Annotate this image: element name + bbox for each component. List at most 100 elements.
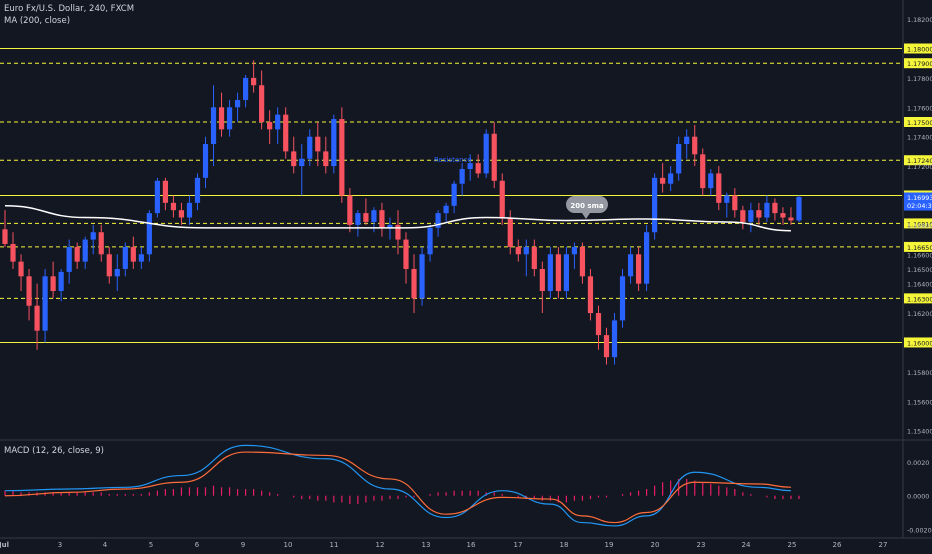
candle-body <box>194 177 201 203</box>
candle-body <box>419 254 425 299</box>
annotations: Resistance 200 sma <box>434 156 608 219</box>
sma-200-line <box>4 205 791 232</box>
price-tick-label: 1.16600 <box>907 251 932 259</box>
candle-body <box>660 177 666 184</box>
candle-body <box>275 114 281 130</box>
candle-body <box>451 183 457 206</box>
candle-body <box>202 144 209 178</box>
last-price-badge <box>904 192 932 211</box>
candlestick-series <box>2 60 802 365</box>
candle-body <box>186 202 193 218</box>
candle-body <box>443 205 449 214</box>
last-price-countdown: 02:04:33 <box>907 202 932 210</box>
candle-body <box>395 224 401 240</box>
candle-body <box>547 254 553 292</box>
price-tick-label: 1.15400 <box>907 428 932 436</box>
candle-body <box>539 268 545 292</box>
candle-body <box>162 180 168 203</box>
candle-body <box>323 151 329 167</box>
time-tick-label: 5 <box>149 541 153 549</box>
level-price-badge <box>904 155 932 166</box>
candle-body <box>26 276 32 306</box>
candle-body <box>475 163 481 174</box>
time-tick-label: 16 <box>467 541 476 549</box>
sma-callout-text: 200 sma <box>570 202 604 210</box>
candle-body <box>507 217 513 247</box>
price-tick-label: 1.16000 <box>907 339 932 347</box>
candle-body <box>178 210 185 218</box>
price-tick-label: 1.16500 <box>907 266 932 274</box>
level-price-badge <box>904 241 932 252</box>
candle-body <box>619 276 626 321</box>
time-tick-label: 17 <box>514 541 523 549</box>
candle-body <box>515 246 521 255</box>
candle-body <box>299 158 305 167</box>
candle-body <box>708 173 714 189</box>
level-price-badge <box>904 337 932 348</box>
grid <box>0 0 932 539</box>
price-axis[interactable]: 1.18200 1.18000 1.17900 1.17800 1.17600 1.175… <box>904 16 932 534</box>
candle-body <box>563 254 569 292</box>
candle-body <box>218 107 225 130</box>
candle-body <box>307 136 313 159</box>
price-tick-label: 1.16800 <box>907 222 932 230</box>
macd-tick-label: 0.0020 <box>907 459 929 467</box>
candle-body <box>764 202 770 218</box>
candle-body <box>676 144 682 174</box>
price-tick-label: 1.17240 <box>907 157 932 165</box>
price-tick-label: 1.15600 <box>907 398 932 406</box>
time-tick-label: 13 <box>422 541 431 549</box>
support-resistance-levels <box>0 48 902 343</box>
candle-body <box>154 180 160 214</box>
time-tick-label: 9 <box>241 541 245 549</box>
candle-body <box>571 246 578 255</box>
time-tick-label: 10 <box>284 541 293 549</box>
symbol-legend[interactable]: Euro Fx/U.S. Dollar, 240, FXCM <box>4 4 135 14</box>
ma-legend[interactable]: MA (200, close) <box>4 16 71 26</box>
candle-body <box>684 136 690 145</box>
candle-body <box>748 210 754 222</box>
candle-body <box>82 239 88 262</box>
price-tick-label: 1.18000 <box>907 46 932 54</box>
candle-body <box>603 335 610 358</box>
candle-body <box>499 180 505 218</box>
candle-body <box>692 136 698 155</box>
candle-body <box>267 121 273 130</box>
time-tick-label: 23 <box>697 541 706 549</box>
candle-body <box>796 196 802 221</box>
time-axis[interactable]: Jul 3 4 5 6 9 10 11 12 13 16 17 18 19 20 23 24 25 26 27 <box>0 541 887 549</box>
signal-line <box>4 451 791 524</box>
candle-body <box>98 232 104 255</box>
candle-body <box>138 254 144 262</box>
price-tick-label: 1.16650 <box>907 244 932 252</box>
time-tick-label: 25 <box>788 541 797 549</box>
candle-body <box>74 246 80 262</box>
candle-body <box>347 195 353 225</box>
level-price-badge <box>904 58 932 69</box>
candle-body <box>483 133 489 174</box>
level-price-badge <box>904 218 932 229</box>
candle-body <box>210 107 217 145</box>
time-tick-label: 18 <box>560 541 569 549</box>
price-tick-label: 1.18200 <box>907 16 932 24</box>
candle-body <box>18 261 24 277</box>
candle-body <box>459 169 465 184</box>
candle-body <box>243 77 249 100</box>
candle-body <box>146 213 152 255</box>
candle-body <box>579 246 586 277</box>
price-tick-label: 1.17600 <box>907 104 932 112</box>
candle-body <box>234 99 241 108</box>
candle-body <box>595 313 602 336</box>
macd-legend[interactable]: MACD (12, 26, close, 9) <box>4 446 104 456</box>
price-tick-label: 1.15800 <box>907 369 932 377</box>
candle-body <box>756 210 762 218</box>
candle-body <box>379 210 385 228</box>
candle-body <box>355 213 361 225</box>
price-tick-label: 1.16200 <box>907 310 932 318</box>
candle-body <box>555 254 561 292</box>
time-tick-label: 24 <box>742 541 751 549</box>
candle-body <box>716 173 722 203</box>
candle-body <box>740 210 746 222</box>
